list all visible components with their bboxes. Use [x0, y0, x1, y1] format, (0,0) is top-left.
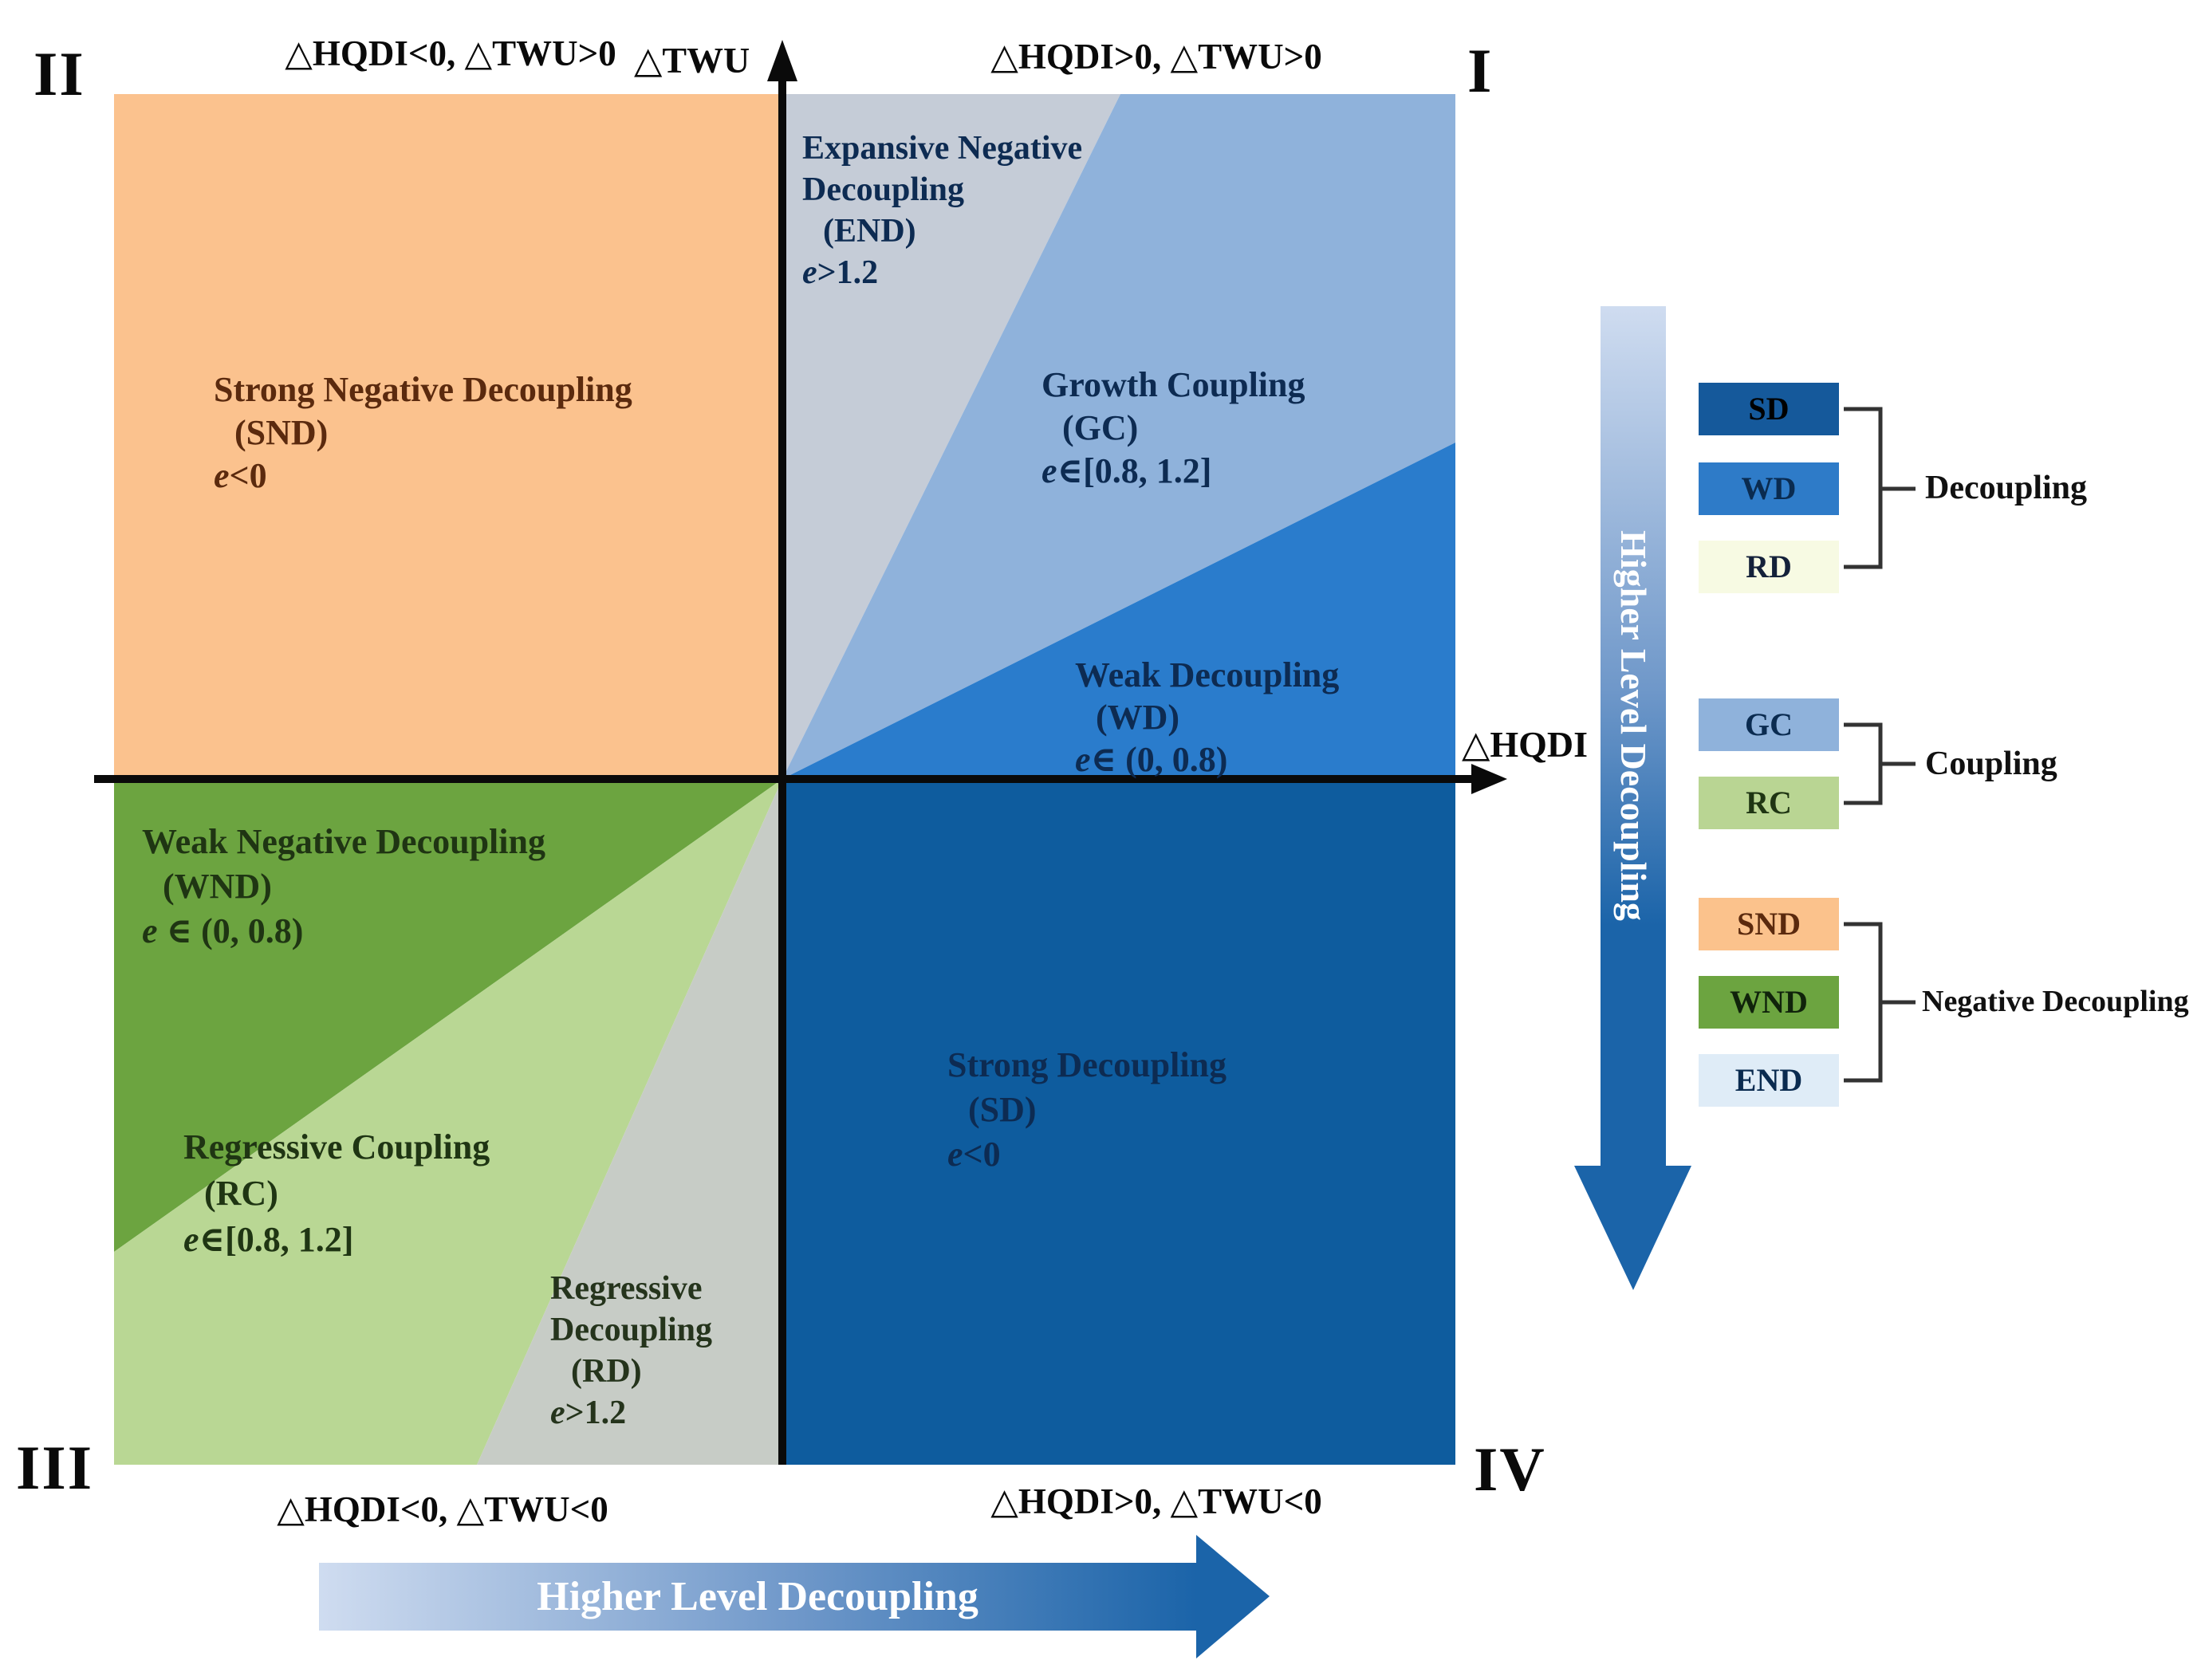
bottom-gradient-arrow-body — [319, 1563, 1196, 1631]
region-wnd-label: Weak Negative Decoupling (WND) e ∈ (0, 0… — [142, 820, 545, 954]
bottom-gradient-arrowhead-icon — [1196, 1535, 1270, 1658]
bracket-coupling — [1844, 722, 1916, 805]
region-formula: e<0 — [947, 1135, 1001, 1174]
region-abbr: (WD) — [1096, 698, 1180, 737]
region-snd — [114, 94, 782, 779]
region-abbr: (WND) — [163, 867, 272, 906]
y-axis-label: △TWU — [634, 40, 750, 81]
region-gc — [782, 94, 1455, 779]
region-formula: e>1.2 — [802, 254, 879, 291]
bottom-arrow-label: Higher Level Decoupling — [537, 1574, 978, 1619]
region-title: Regressive — [550, 1270, 703, 1307]
region-abbr: (RD) — [571, 1353, 642, 1390]
region-abbr: (SD) — [968, 1090, 1037, 1129]
region-rd-label: Regressive Decoupling (RD) e>1.2 — [550, 1268, 712, 1434]
region-title: Growth Coupling — [1041, 365, 1305, 404]
y-axis-arrowhead-icon — [767, 40, 797, 81]
vertical-gradient-arrow-body — [1601, 306, 1666, 1166]
region-sd-label: Strong Decoupling (SD) e<0 — [947, 1043, 1227, 1177]
x-axis-label: △HQDI — [1462, 724, 1589, 765]
legend-box-rc: RC — [1699, 777, 1839, 829]
region-title: Regressive Coupling — [183, 1127, 490, 1167]
region-wd-label: Weak Decoupling (WD) e∈ (0, 0.8) — [1075, 654, 1339, 781]
condition-bottom-right: △HQDI>0, △TWU<0 — [990, 1481, 1322, 1521]
vertical-gradient-arrowhead-icon — [1574, 1166, 1691, 1290]
legend-group-decoupling: Decoupling — [1925, 470, 2088, 506]
region-rc-label: Regressive Coupling (RC) e∈[0.8, 1.2] — [183, 1124, 490, 1263]
region-formula: e∈ (0, 0.8) — [1075, 740, 1228, 779]
legend-box-rd: RD — [1699, 541, 1839, 593]
region-rc — [114, 779, 782, 1465]
region-abbr: (GC) — [1062, 408, 1139, 447]
region-title: Strong Negative Decoupling — [214, 370, 632, 409]
region-title: Weak Negative Decoupling — [142, 822, 545, 861]
vertical-arrow-label: Higher Level Decoupling — [1613, 530, 1654, 921]
region-abbr: (SND) — [234, 413, 329, 452]
region-abbr: (RC) — [204, 1174, 278, 1213]
region-title: Decoupling — [802, 171, 965, 208]
bracket-negative-decoupling — [1844, 922, 1916, 1083]
condition-bottom-left: △HQDI<0, △TWU<0 — [277, 1489, 608, 1529]
region-formula: e ∈ (0, 0.8) — [142, 911, 304, 950]
condition-top-right: △HQDI>0, △TWU>0 — [990, 37, 1322, 77]
legend-box-wnd: WND — [1699, 976, 1839, 1029]
region-formula: e>1.2 — [550, 1395, 627, 1431]
legend-group-coupling: Coupling — [1925, 746, 2057, 782]
legend-group-negative-decoupling: Negative Decoupling — [1922, 985, 2189, 1018]
legend-box-sd: SD — [1699, 383, 1839, 435]
legend-box-wd: WD — [1699, 462, 1839, 515]
region-title: Strong Decoupling — [947, 1045, 1227, 1084]
legend-box-snd: SND — [1699, 898, 1839, 950]
quadrant-ii-numeral: II — [33, 39, 85, 108]
quadrant-iii-numeral: III — [16, 1433, 94, 1502]
region-abbr: (END) — [823, 213, 916, 250]
condition-top-left: △HQDI<0, △TWU>0 — [285, 33, 616, 73]
quadrant-iv-numeral: IV — [1474, 1434, 1546, 1504]
region-sd — [782, 779, 1455, 1465]
region-gc-label: Growth Coupling (GC) e∈[0.8, 1.2] — [1041, 364, 1305, 493]
region-formula: e∈[0.8, 1.2] — [1041, 451, 1212, 490]
region-formula: e<0 — [214, 456, 267, 495]
region-snd-label: Strong Negative Decoupling (SND) e<0 — [214, 368, 632, 498]
region-title: Decoupling — [550, 1312, 713, 1348]
region-end-label: Expansive Negative Decoupling (END) e>1.… — [802, 128, 1082, 293]
bracket-decoupling — [1844, 407, 1916, 569]
region-title: Weak Decoupling — [1075, 655, 1340, 694]
region-title: Expansive Negative — [802, 130, 1083, 167]
quadrant-i-numeral: I — [1467, 36, 1494, 105]
legend-box-gc: GC — [1699, 698, 1839, 751]
legend-box-end: END — [1699, 1054, 1839, 1107]
region-wd — [782, 443, 1455, 779]
region-formula: e∈[0.8, 1.2] — [183, 1220, 354, 1259]
region-rd — [477, 779, 782, 1465]
x-axis-arrowhead-icon — [1471, 764, 1507, 794]
